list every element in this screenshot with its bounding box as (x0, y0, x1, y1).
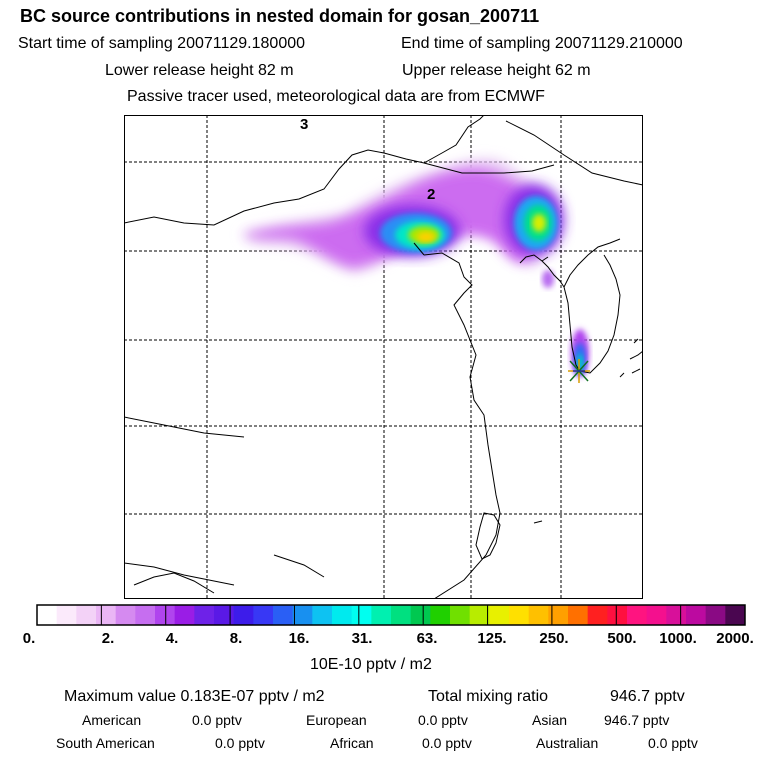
coastlines (124, 115, 643, 599)
colorbar-swatch (450, 605, 471, 625)
colorbar-swatch (155, 605, 176, 625)
colorbar-swatch (194, 605, 215, 625)
colorbar-tick-label: 2. (101, 630, 115, 647)
colorbar-swatch (548, 605, 569, 625)
region-value: 0.0 pptv (648, 735, 698, 751)
colorbar-unit-label: 10E-10 pptv / m2 (310, 656, 432, 673)
colorbar-tick-label: 0. (22, 630, 36, 647)
colorbar-tick-label: 500. (607, 630, 637, 647)
upper-release-label: Upper release height 62 m (402, 62, 591, 79)
colorbar-tick-label: 2000. (716, 630, 754, 647)
receptor-star-icon (568, 359, 590, 383)
region-name: European (306, 712, 367, 728)
total-mixing-label: Total mixing ratio (428, 688, 549, 705)
colorbar-swatch (509, 605, 530, 625)
colorbar-swatch (568, 605, 589, 625)
region-name: American (82, 712, 142, 728)
colorbar-swatch (135, 605, 156, 625)
colorbar-tick-label: 63. (416, 630, 438, 647)
colorbar-swatch (528, 605, 549, 625)
colorbar-swatch (76, 605, 97, 625)
colorbar-swatch (371, 605, 392, 625)
colorbar-swatch (233, 605, 254, 625)
region-name: Asian (532, 712, 568, 728)
colorbar-swatch (96, 605, 117, 625)
colorbar-swatch (253, 605, 274, 625)
colorbar-swatch (666, 605, 687, 625)
colorbar-swatch (115, 605, 136, 625)
colorbar-swatch (312, 605, 333, 625)
colorbar-border (36, 604, 746, 626)
figure-title: BC source contributions in nested domain… (20, 6, 540, 26)
maximum-value-label: Maximum value 0.183E-07 pptv / m2 (64, 688, 325, 705)
colorbar-tick-label: 4. (165, 630, 179, 647)
start-time-label: Start time of sampling 20071129.180000 (18, 35, 306, 52)
colorbar-swatch (391, 605, 412, 625)
colorbar-swatch (646, 605, 667, 625)
colorbar-swatch (469, 605, 490, 625)
colorbar-tick-label: 31. (351, 630, 373, 647)
colorbar-tick-label: 1000. (659, 630, 697, 647)
colorbar-swatch (627, 605, 648, 625)
region-value: 0.0 pptv (215, 735, 265, 751)
map-panel: 3 2 (124, 115, 643, 599)
footprint-plume (242, 159, 589, 377)
colorbar-swatch (725, 605, 746, 625)
contour-label-2: 2 (427, 186, 435, 203)
colorbar-swatch (686, 605, 707, 625)
total-mixing-value: 946.7 pptv (610, 688, 685, 705)
colorbar-swatch (273, 605, 294, 625)
colorbar-swatch (410, 605, 431, 625)
end-time-label: End time of sampling 20071129.210000 (401, 35, 683, 52)
colorbar-swatch (56, 605, 77, 625)
colorbar (36, 604, 746, 626)
tracer-note: Passive tracer used, meteorological data… (127, 88, 545, 105)
region-value: 0.0 pptv (418, 712, 468, 728)
region-value: 0.0 pptv (192, 712, 242, 728)
colorbar-swatch (587, 605, 608, 625)
lower-release-label: Lower release height 82 m (105, 62, 294, 79)
colorbar-tick-label: 125. (477, 630, 507, 647)
region-name: Australian (536, 735, 599, 751)
colorbar-swatch (489, 605, 510, 625)
region-value: 946.7 pptv (604, 712, 670, 728)
colorbar-swatch (292, 605, 313, 625)
colorbar-tick-label: 16. (288, 630, 310, 647)
colorbar-swatch (214, 605, 235, 625)
colorbar-swatch (351, 605, 372, 625)
colorbar-swatch (607, 605, 628, 625)
colorbar-swatch (37, 605, 58, 625)
colorbar-tick-label: 250. (539, 630, 569, 647)
colorbar-swatch (430, 605, 451, 625)
colorbar-swatch (332, 605, 353, 625)
colorbar-swatch (174, 605, 195, 625)
contour-label-3: 3 (300, 116, 308, 133)
colorbar-swatch (705, 605, 726, 625)
colorbar-tick-label: 8. (229, 630, 243, 647)
region-name: African (330, 735, 374, 751)
region-value: 0.0 pptv (422, 735, 472, 751)
region-name: South American (56, 735, 155, 751)
